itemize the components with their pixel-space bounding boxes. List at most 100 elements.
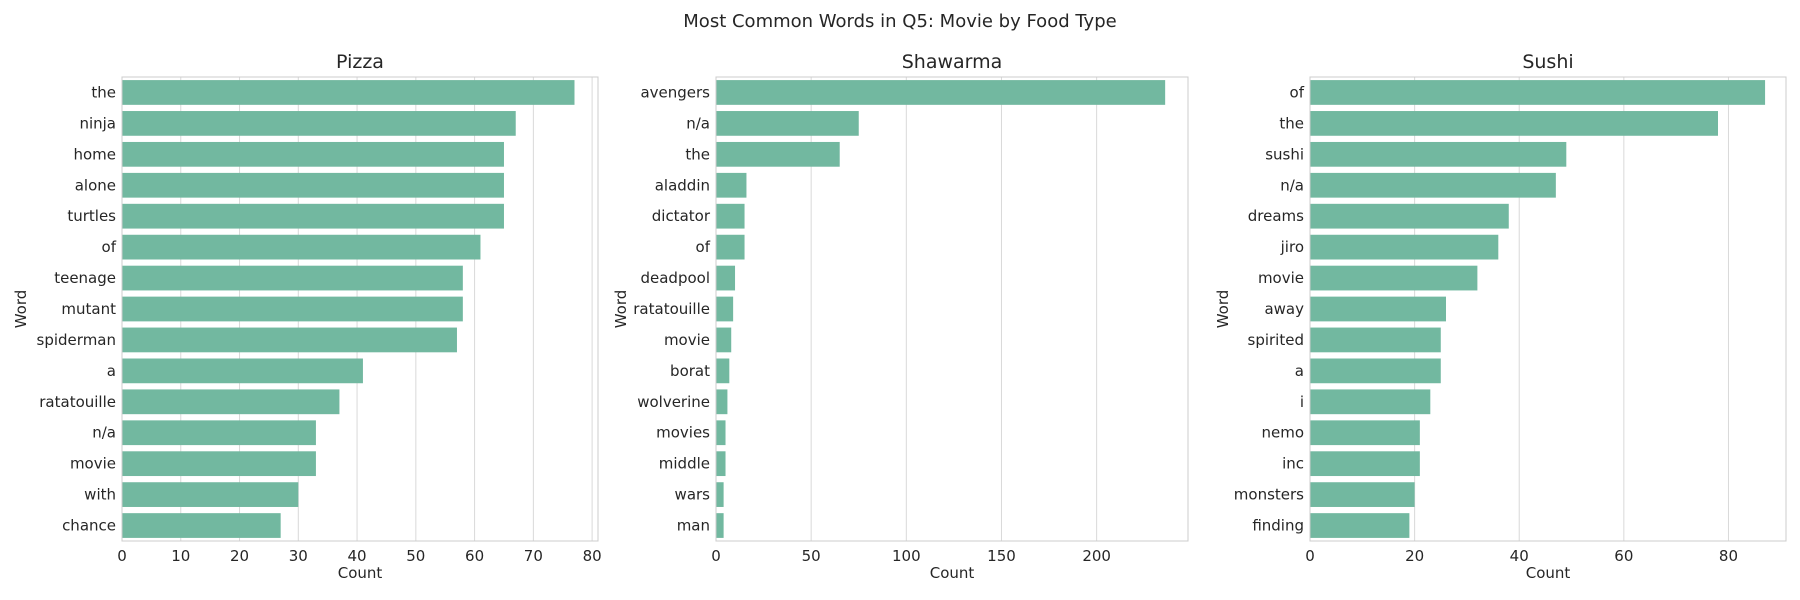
shawarma-ytick-label: middle xyxy=(659,455,710,473)
shawarma-bar-3 xyxy=(716,172,747,198)
pizza-bar-9 xyxy=(122,358,363,384)
sushi-bar-8 xyxy=(1310,327,1441,353)
pizza-ytick-label: ninja xyxy=(79,114,116,132)
sushi-bar-1 xyxy=(1310,111,1718,136)
pizza-ytick-label: n/a xyxy=(92,424,116,442)
pizza-bar-6 xyxy=(122,265,463,291)
pizza-bar-12 xyxy=(122,451,316,477)
shawarma-bar-9 xyxy=(716,358,730,384)
shawarma-bar-12 xyxy=(716,451,726,477)
shawarma-bar-10 xyxy=(716,389,728,415)
shawarma-bar-2 xyxy=(716,141,840,167)
sushi-ylabel: Word xyxy=(1214,290,1232,329)
figure-suptitle: Most Common Words in Q5: Movie by Food T… xyxy=(683,11,1116,32)
sushi-xtick-label: 0 xyxy=(1305,547,1315,565)
shawarma-title: Shawarma xyxy=(902,51,1003,73)
sushi-xlabel: Count xyxy=(1526,564,1571,582)
shawarma-ytick-label: dictator xyxy=(652,207,711,225)
pizza-ytick-label: the xyxy=(91,83,116,101)
sushi-ytick-label: inc xyxy=(1282,455,1304,473)
sushi-bar-2 xyxy=(1310,141,1567,167)
sushi-bar-10 xyxy=(1310,389,1431,415)
shawarma-bar-8 xyxy=(716,327,732,353)
pizza-ylabel: Word xyxy=(12,290,30,329)
sushi-bar-4 xyxy=(1310,203,1509,229)
pizza-xtick-label: 30 xyxy=(289,547,308,565)
pizza-xtick-label: 0 xyxy=(117,547,127,565)
pizza-bar-1 xyxy=(122,111,516,136)
sushi-ytick-label: sushi xyxy=(1265,145,1304,163)
pizza-ytick-label: spiderman xyxy=(37,331,116,349)
shawarma-ytick-label: movies xyxy=(656,424,710,442)
panel-sushi: 0 20 40 60 80 of the sushi n/a dreams jiro movie awa… xyxy=(1214,51,1787,582)
sushi-ytick-label: i xyxy=(1300,393,1304,411)
sushi-ytick-label: dreams xyxy=(1248,207,1304,225)
shawarma-ytick-label: n/a xyxy=(686,114,710,132)
sushi-ytick-label: the xyxy=(1279,114,1304,132)
sushi-bar-3 xyxy=(1310,172,1556,198)
shawarma-ytick-label: movie xyxy=(664,331,710,349)
pizza-ytick-label: movie xyxy=(70,455,116,473)
sushi-ytick-label: jiro xyxy=(1280,238,1304,256)
shawarma-ytick-label: man xyxy=(677,517,710,535)
shawarma-xtick-label: 0 xyxy=(711,547,721,565)
pizza-bar-10 xyxy=(122,389,340,415)
sushi-xtick-label: 20 xyxy=(1405,547,1424,565)
shawarma-ytick-label: avengers xyxy=(640,83,710,101)
pizza-xtick-label: 70 xyxy=(524,547,543,565)
pizza-bar-8 xyxy=(122,327,457,353)
sushi-ytick-label: of xyxy=(1290,83,1305,101)
pizza-xtick-label: 20 xyxy=(230,547,249,565)
pizza-bar-14 xyxy=(122,513,281,538)
pizza-xtick-label: 50 xyxy=(406,547,425,565)
sushi-bar-7 xyxy=(1310,296,1446,322)
sushi-ytick-label: n/a xyxy=(1280,176,1304,194)
shawarma-ytick-label: the xyxy=(685,145,710,163)
sushi-bar-0 xyxy=(1310,80,1766,105)
pizza-xlabel: Count xyxy=(338,564,383,582)
shawarma-ytick-label: deadpool xyxy=(640,269,710,287)
shawarma-bar-7 xyxy=(716,296,734,322)
shawarma-xtick-label: 200 xyxy=(1082,547,1111,565)
sushi-xtick-label: 80 xyxy=(1719,547,1738,565)
sushi-xtick-label: 60 xyxy=(1614,547,1633,565)
pizza-ytick-label: with xyxy=(84,486,116,504)
pizza-ytick-label: teenage xyxy=(54,269,116,287)
sushi-bar-14 xyxy=(1310,513,1410,538)
sushi-xtick-label: 40 xyxy=(1510,547,1529,565)
shawarma-xlabel: Count xyxy=(930,564,975,582)
shawarma-bar-13 xyxy=(716,482,724,507)
pizza-bar-0 xyxy=(122,80,575,105)
shawarma-bar-14 xyxy=(716,513,724,538)
sushi-bar-9 xyxy=(1310,358,1441,384)
sushi-bar-12 xyxy=(1310,451,1420,477)
sushi-bar-13 xyxy=(1310,482,1415,507)
sushi-bar-6 xyxy=(1310,265,1478,291)
pizza-ytick-label: of xyxy=(102,238,117,256)
pizza-ytick-label: a xyxy=(107,362,116,380)
sushi-title: Sushi xyxy=(1522,51,1573,73)
pizza-title: Pizza xyxy=(336,51,384,73)
pizza-ytick-label: alone xyxy=(75,176,116,194)
pizza-ytick-label: turtles xyxy=(67,207,116,225)
shawarma-ytick-label: aladdin xyxy=(655,176,710,194)
sushi-ytick-label: finding xyxy=(1252,517,1304,535)
shawarma-axes-frame xyxy=(715,76,1189,542)
sushi-ytick-label: movie xyxy=(1258,269,1304,287)
shawarma-ytick-label: wars xyxy=(675,486,711,504)
shawarma-xtick-label: 100 xyxy=(892,547,921,565)
panel-shawarma: 0 50 100 150 200 avengers n/a the aladdin dictato… xyxy=(612,51,1189,582)
shawarma-ytick-label: wolverine xyxy=(637,393,710,411)
pizza-ytick-label: ratatouille xyxy=(39,393,116,411)
pizza-axes-frame xyxy=(121,76,599,542)
shawarma-bar-4 xyxy=(716,203,745,229)
pizza-xtick-label: 60 xyxy=(465,547,484,565)
pizza-bar-13 xyxy=(122,482,299,507)
shawarma-bar-6 xyxy=(716,265,736,291)
pizza-xtick-label: 80 xyxy=(583,547,602,565)
shawarma-bar-0 xyxy=(716,80,1166,105)
panel-pizza: 0 10 20 30 40 50 60 70 80 the ninja home alone turtle… xyxy=(12,51,602,582)
shawarma-ylabel: Word xyxy=(612,290,630,329)
shawarma-bar-5 xyxy=(716,234,745,260)
